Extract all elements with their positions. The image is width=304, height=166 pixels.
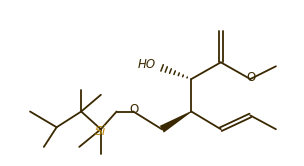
Text: O: O bbox=[247, 71, 256, 84]
Text: O: O bbox=[130, 103, 139, 116]
Text: HO: HO bbox=[138, 58, 156, 71]
Polygon shape bbox=[160, 111, 192, 133]
Text: Si: Si bbox=[95, 125, 107, 138]
